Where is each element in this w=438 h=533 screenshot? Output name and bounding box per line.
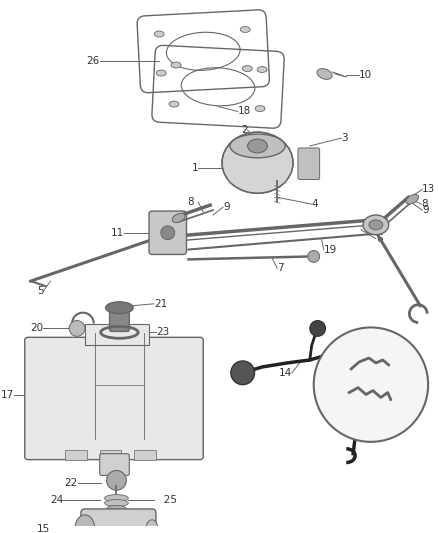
Text: 7: 7: [277, 263, 284, 273]
Ellipse shape: [172, 213, 185, 223]
Text: 24: 24: [50, 495, 63, 505]
Ellipse shape: [317, 69, 332, 79]
Circle shape: [308, 251, 320, 262]
Circle shape: [161, 226, 175, 240]
Text: 10: 10: [359, 70, 372, 80]
Ellipse shape: [105, 495, 128, 502]
Text: 6: 6: [376, 233, 382, 244]
FancyBboxPatch shape: [65, 450, 87, 459]
Ellipse shape: [75, 515, 95, 533]
Ellipse shape: [257, 67, 267, 72]
Ellipse shape: [247, 139, 267, 153]
Text: 9: 9: [422, 205, 429, 215]
Ellipse shape: [369, 220, 383, 230]
Text: 26: 26: [86, 56, 100, 66]
Ellipse shape: [156, 70, 166, 76]
Ellipse shape: [406, 195, 419, 204]
Text: 5: 5: [37, 286, 43, 296]
FancyBboxPatch shape: [298, 148, 320, 180]
FancyBboxPatch shape: [228, 153, 287, 184]
Text: 20: 20: [30, 324, 43, 334]
Text: 9: 9: [223, 202, 230, 212]
FancyBboxPatch shape: [100, 450, 121, 459]
Ellipse shape: [169, 101, 179, 107]
Text: 1: 1: [192, 163, 198, 173]
Text: 4: 4: [312, 199, 318, 209]
Text: 13: 13: [422, 184, 435, 195]
Circle shape: [314, 327, 428, 442]
Ellipse shape: [240, 27, 250, 33]
Ellipse shape: [171, 62, 181, 68]
FancyBboxPatch shape: [85, 324, 149, 345]
Text: 19: 19: [324, 245, 337, 255]
FancyBboxPatch shape: [110, 308, 129, 332]
Text: 18: 18: [238, 107, 251, 116]
Circle shape: [106, 471, 126, 490]
Ellipse shape: [255, 106, 265, 111]
FancyBboxPatch shape: [149, 211, 187, 254]
Circle shape: [310, 320, 325, 336]
FancyBboxPatch shape: [81, 509, 156, 533]
Text: 11: 11: [111, 228, 124, 238]
Ellipse shape: [230, 134, 285, 158]
FancyBboxPatch shape: [134, 450, 156, 459]
Ellipse shape: [105, 499, 128, 506]
Ellipse shape: [106, 505, 126, 512]
Ellipse shape: [242, 66, 252, 71]
Text: 16: 16: [400, 395, 414, 406]
Ellipse shape: [146, 520, 158, 533]
Text: 14: 14: [279, 368, 292, 378]
Text: 25: 25: [154, 495, 177, 505]
Text: 22: 22: [65, 478, 78, 488]
Circle shape: [69, 320, 85, 336]
Text: 23: 23: [156, 327, 169, 337]
FancyBboxPatch shape: [25, 337, 203, 459]
FancyBboxPatch shape: [100, 454, 129, 475]
Text: 2: 2: [241, 125, 247, 135]
Text: 8: 8: [188, 197, 198, 207]
Ellipse shape: [106, 302, 133, 313]
Ellipse shape: [363, 215, 389, 235]
Ellipse shape: [222, 132, 293, 193]
Circle shape: [231, 361, 254, 385]
Text: 8: 8: [421, 199, 428, 209]
Text: 17: 17: [0, 390, 14, 400]
Text: 15: 15: [37, 523, 50, 533]
Text: 3: 3: [341, 133, 348, 143]
Ellipse shape: [154, 31, 164, 37]
Text: 21: 21: [154, 299, 167, 309]
Text: 12: 12: [400, 352, 414, 362]
